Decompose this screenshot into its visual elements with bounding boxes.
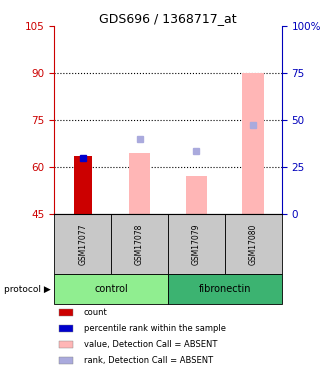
Bar [243,73,264,214]
Text: protocol ▶: protocol ▶ [4,285,51,294]
Bar [186,176,207,214]
Bar [168,214,225,274]
Text: rank, Detection Call = ABSENT: rank, Detection Call = ABSENT [84,356,213,365]
Text: GSM17078: GSM17078 [135,223,144,265]
Bar [54,274,168,304]
Bar [129,153,150,214]
Bar [59,341,73,348]
Text: GSM17079: GSM17079 [192,223,201,265]
Text: GSM17080: GSM17080 [249,223,258,265]
Bar [111,214,168,274]
Bar [225,214,282,274]
Bar [59,325,73,332]
Bar [54,214,111,274]
Text: percentile rank within the sample: percentile rank within the sample [84,324,226,333]
Text: count: count [84,308,108,317]
Text: GSM17077: GSM17077 [78,223,87,265]
Bar [74,156,92,214]
Title: GDS696 / 1368717_at: GDS696 / 1368717_at [99,12,237,25]
Text: fibronectin: fibronectin [198,284,251,294]
Text: control: control [94,284,128,294]
Bar [59,309,73,316]
Bar [59,357,73,364]
Bar [168,274,282,304]
Text: value, Detection Call = ABSENT: value, Detection Call = ABSENT [84,340,217,349]
